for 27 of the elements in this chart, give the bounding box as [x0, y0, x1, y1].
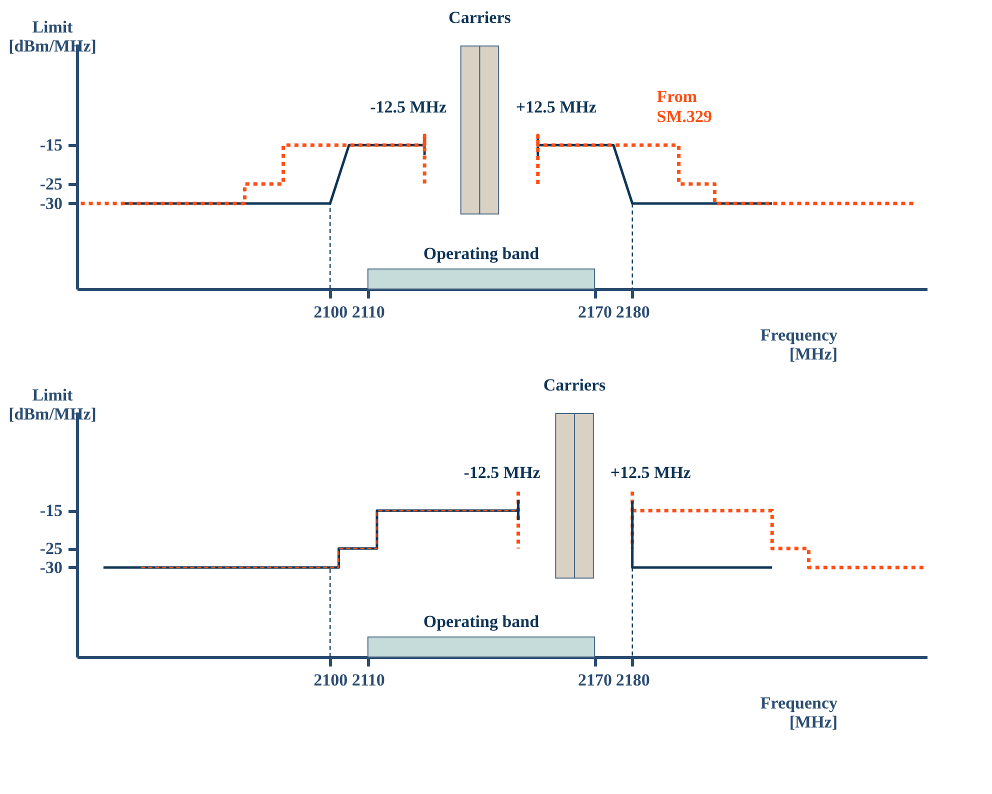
band-label: Operating band	[423, 244, 540, 263]
y-axis-title: Limit [dBm/MHz]	[8, 386, 96, 424]
x-tick-label: 2110	[352, 302, 385, 322]
annotation: -12.5 MHz	[370, 97, 447, 116]
x-tick-label: 2170	[578, 670, 612, 690]
x-tick-label: 2180	[616, 670, 650, 690]
annotation: Carriers	[543, 376, 606, 395]
y-axis-title: Limit [dBm/MHz]	[8, 18, 96, 56]
x-axis-title: Frequency [MHz]	[760, 694, 838, 732]
y-tick-label: -25	[40, 174, 62, 194]
y-tick-label: -30	[40, 558, 62, 577]
annotation: From SM.329	[656, 87, 712, 126]
band-label: Operating band	[423, 612, 540, 631]
x-tick-label: 2170	[578, 302, 612, 322]
annotation: +12.5 MHz	[516, 97, 597, 116]
annotation: Carriers	[448, 8, 512, 27]
y-tick-label: -15	[40, 136, 62, 155]
annotation: +12.5 MHz	[610, 463, 692, 482]
y-tick-label: -25	[40, 539, 62, 558]
x-tick-label: 2100	[314, 670, 348, 690]
annotation: -12.5 MHz	[464, 463, 541, 482]
x-tick-label: 2100	[314, 302, 348, 322]
y-tick-label: -30	[40, 194, 62, 213]
y-tick-label: -15	[40, 501, 62, 520]
x-tick-label: 2110	[352, 670, 385, 690]
x-axis-title: Frequency [MHz]	[760, 326, 838, 364]
x-tick-label: 2180	[616, 302, 650, 322]
